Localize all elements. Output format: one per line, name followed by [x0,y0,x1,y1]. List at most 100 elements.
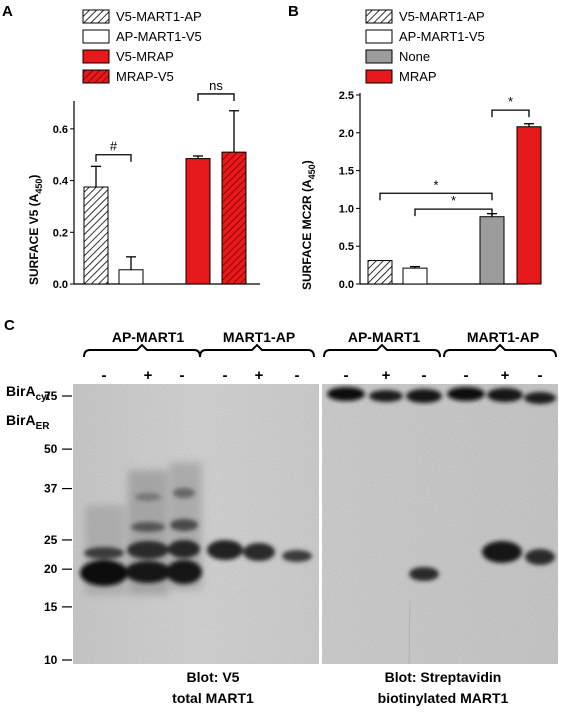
band-lane3-20kda [166,560,202,584]
lane-3-bira-cyt-sign: - [180,367,185,384]
right-blot-caption-line2: biotinylated MART1 [378,690,509,706]
significance-bracket-1 [379,192,493,201]
blot-scratch [408,599,411,665]
band-lane5-23kda [243,543,275,561]
significance-label-1: ns [209,78,223,93]
band-lane4-23kda [207,540,243,560]
lane-8-bira-cyt-sign: + [382,367,391,384]
significance-bracket-0 [491,109,530,118]
y-tick-label: 1.0 [339,203,354,215]
significance-label-0: * [508,94,513,109]
blot-right-grain [322,384,558,664]
legend-swatch-3 [365,69,393,84]
legend-label-2: V5-MRAP [116,49,174,64]
chart-b-legend: V5-MART1-AP AP-MART1-V5 None MRAP [365,9,485,84]
mw-marker-label-25: 25 [44,533,58,547]
blot-group-label-2: AP-MART1 [348,329,421,345]
mw-marker-label-10: 10 [44,653,58,667]
chart-a-bars [83,110,247,285]
y-tick-label: 0.5 [339,241,354,253]
bar-0 [83,186,109,285]
blot-group-label-1: MART1-AP [223,329,295,345]
y-tick-label: 0.6 [53,124,68,136]
y-tick-label: 0.0 [339,279,354,291]
band-lane2-27kda [131,522,165,532]
band-lane8-75kda [369,390,403,402]
blot-group-bracket-0 [83,343,201,358]
blot-group-label-3: MART1-AP [467,329,539,345]
y-tick-label: 1.5 [339,166,354,178]
legend-label-2: None [399,49,430,64]
significance-label-2: * [451,193,456,208]
chart-b-y-axis-label: SURFACE MC2R (A450) [300,160,317,290]
bar-3 [516,126,542,285]
mw-markers: 75 50 37 25 20 15 10 [44,389,72,667]
band-lane6-22kda [282,550,312,562]
legend-swatch-0 [365,9,393,24]
band-lane2-35kda [135,493,161,501]
bar-1 [402,267,428,285]
legend-label-1: AP-MART1-V5 [399,29,485,44]
mw-marker-label-75: 75 [44,389,58,403]
chart-b: V5-MART1-AP AP-MART1-V5 None MRAP 0.0 0.5 1.0… [300,9,542,291]
lane-7-bira-cyt-sign: - [344,367,349,384]
legend-swatch-1 [82,29,110,44]
bira-er-row-label: BirAER [6,412,50,432]
y-tick-label: 0.2 [53,227,68,239]
significance-bracket-0 [95,154,132,162]
bar-1 [118,269,144,285]
band-lane3-27kda [170,519,198,531]
panel-label-a: A [2,3,13,20]
chart-a-legend: V5-MART1-AP AP-MART1-V5 V5-MRAP MRAP-V5 [82,9,202,84]
chart-a: V5-MART1-AP AP-MART1-V5 V5-MRAP MRAP-V5 0.0… [27,9,260,291]
band-lane2-20kda [125,561,171,583]
legend-label-3: MRAP [399,69,437,84]
y-tick-label: 2.5 [339,90,354,102]
bar-0 [367,260,393,285]
legend-label-0: V5-MART1-AP [399,9,485,24]
band-lane2-23kda [127,541,169,559]
lane-12-bira-cyt-sign: - [538,367,543,384]
legend-swatch-3 [82,69,110,84]
band-lane11-23kda [482,541,522,563]
panel-label-c: C [4,317,15,334]
bar-2 [185,158,211,285]
panel-label-b: B [288,3,299,20]
band-lane9-75kda [406,389,442,403]
significance-label-1: * [433,177,438,192]
mw-marker-label-20: 20 [44,562,58,576]
legend-swatch-0 [82,9,110,24]
mw-marker-label-37: 37 [44,482,58,496]
left-blot-caption-line1: Blot: V5 [187,669,240,685]
chart-b-significance: * * * [379,94,530,217]
significance-bracket-2 [414,208,493,217]
bar-2 [479,216,505,285]
legend-swatch-1 [365,29,393,44]
bira-cyt-row-label: BirAcyt [6,383,51,403]
blot-image [73,384,558,665]
y-tick-label: 0.0 [53,279,68,291]
legend-label-1: AP-MART1-V5 [116,29,202,44]
band-lane7-75kda [327,387,365,401]
lane-9-bira-cyt-sign: - [422,367,427,384]
significance-bracket-1 [197,93,235,101]
right-bands [327,387,556,581]
left-bands [80,488,312,586]
legend-label-0: V5-MART1-AP [116,9,202,24]
blot-group-bracket-2 [323,343,441,358]
right-blot-caption-line1: Blot: Streptavidin [385,669,502,685]
lane-10-bira-cyt-sign: - [464,367,469,384]
band-lane12-75kda [524,392,556,404]
bar-3 [221,151,247,285]
blot-group-bracket-3 [443,343,557,358]
band-lane3-37kda [173,488,195,498]
band-lane12-22kda [525,549,555,565]
left-blot-caption-line2: total MART1 [172,690,254,706]
y-tick-label: 0.4 [53,176,69,188]
chart-b-bars [367,123,542,285]
lane-6-bira-cyt-sign: - [295,367,300,384]
lane-4-bira-cyt-sign: - [223,367,228,384]
blot-group-bracket-1 [199,343,315,358]
lane-11-bira-cyt-sign: + [501,367,510,384]
